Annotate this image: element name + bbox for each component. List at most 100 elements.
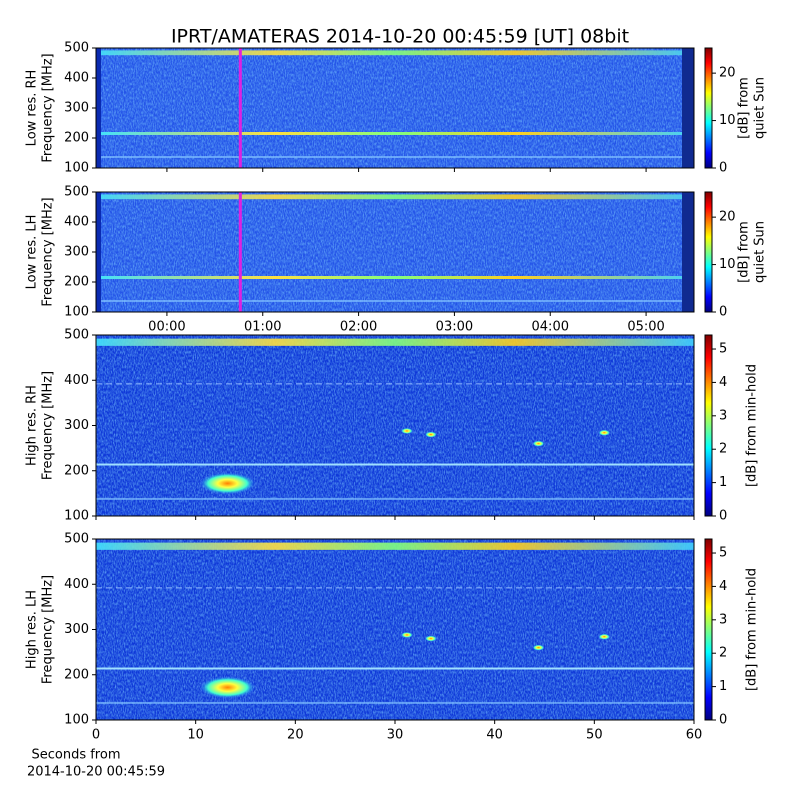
edge xyxy=(682,192,694,312)
colorbar xyxy=(704,538,713,721)
colorbar-tick-label: 1 xyxy=(719,679,727,694)
y-tick-label: 500 xyxy=(64,41,89,56)
colorbar-label: [dB] from min-hold xyxy=(745,568,760,691)
burst xyxy=(532,440,545,447)
colorbar-tick-label: 2 xyxy=(719,442,727,457)
x-tick-label: 20 xyxy=(287,728,304,743)
emission-band xyxy=(96,542,694,550)
y-tick-label: 200 xyxy=(64,667,89,682)
x-tick-label: 05:00 xyxy=(627,320,664,335)
y-tick-label: 400 xyxy=(64,577,89,592)
burst xyxy=(424,635,437,642)
x-tick-label: 00:00 xyxy=(148,320,185,335)
y-axis-label: Low res. RH xyxy=(25,70,40,147)
colorbar xyxy=(704,334,713,517)
y-tick-label: 100 xyxy=(64,509,89,524)
y-tick-label: 400 xyxy=(64,215,89,230)
colorbar-tick-label: 20 xyxy=(719,66,736,81)
title: IPRT/AMATERAS 2014-10-20 00:45:59 [UT] 0… xyxy=(171,26,629,48)
y-tick-label: 400 xyxy=(64,71,89,86)
y-tick-label: 400 xyxy=(64,373,89,388)
y-tick-label: 500 xyxy=(64,185,89,200)
spectrogram-noise xyxy=(96,48,694,168)
y-tick-label: 100 xyxy=(64,713,89,728)
y-tick-label: 500 xyxy=(64,328,89,343)
emission-band xyxy=(96,463,694,466)
emission-band xyxy=(96,701,694,704)
colorbar-tick-label: 3 xyxy=(719,408,727,423)
y-tick-label: 300 xyxy=(64,622,89,637)
y-axis-label: Frequency [MHz] xyxy=(41,575,56,684)
burst xyxy=(424,431,437,438)
y-axis-label: Frequency [MHz] xyxy=(41,53,56,162)
colorbar-label: [dB] from xyxy=(737,221,752,283)
y-axis-label: Low res. LH xyxy=(25,215,40,290)
burst xyxy=(598,429,611,436)
colorbar-label: [dB] from min-hold xyxy=(745,364,760,487)
burst xyxy=(199,676,256,699)
burst xyxy=(400,631,413,638)
x-tick-label: 0 xyxy=(92,728,100,743)
spectrogram-noise xyxy=(96,192,694,312)
y-tick-label: 500 xyxy=(64,532,89,547)
x-tick-label: 60 xyxy=(686,728,703,743)
emission-band xyxy=(96,338,694,346)
colorbar-label: [dB] from xyxy=(737,77,752,139)
emission-band xyxy=(96,276,694,279)
burst xyxy=(400,427,413,434)
colorbar-tick-label: 3 xyxy=(719,612,727,627)
colorbar-tick-label: 0 xyxy=(719,509,727,524)
x-tick-label: 02:00 xyxy=(340,320,377,335)
x-caption: Seconds from xyxy=(31,748,120,763)
burst xyxy=(598,633,611,640)
x-tick-label: 40 xyxy=(486,728,503,743)
colorbar-tick-label: 10 xyxy=(719,257,736,272)
emission-band xyxy=(96,300,694,302)
y-axis-label: Frequency [MHz] xyxy=(41,197,56,306)
emission-band xyxy=(96,132,694,135)
x-tick-label: 50 xyxy=(586,728,603,743)
colorbar-tick-label: 4 xyxy=(719,579,727,594)
colorbar xyxy=(704,191,713,313)
colorbar-tick-label: 5 xyxy=(719,342,727,357)
burst xyxy=(199,472,256,495)
edge xyxy=(96,48,101,168)
y-axis-label: Frequency [MHz] xyxy=(41,371,56,480)
emission-band xyxy=(96,156,694,158)
y-tick-label: 200 xyxy=(64,131,89,146)
colorbar-tick-label: 5 xyxy=(719,546,727,561)
colorbar-tick-label: 0 xyxy=(719,713,727,728)
x-tick-label: 03:00 xyxy=(436,320,473,335)
y-tick-label: 200 xyxy=(64,275,89,290)
x-tick-label: 30 xyxy=(387,728,404,743)
emission-band xyxy=(96,194,694,200)
edge xyxy=(682,48,694,168)
burst xyxy=(532,644,545,651)
colorbar-tick-label: 1 xyxy=(719,475,727,490)
x-tick-label: 04:00 xyxy=(532,320,569,335)
x-tick-label: 01:00 xyxy=(244,320,281,335)
colorbar xyxy=(704,47,713,169)
y-tick-label: 100 xyxy=(64,305,89,320)
y-axis-label: High res. RH xyxy=(25,385,40,466)
colorbar-label: quiet Sun xyxy=(753,77,768,139)
colorbar-tick-label: 0 xyxy=(719,161,727,176)
colorbar-label: quiet Sun xyxy=(753,221,768,283)
colorbar-tick-label: 0 xyxy=(719,305,727,320)
y-tick-label: 200 xyxy=(64,463,89,478)
spectrogram-noise xyxy=(96,539,694,720)
colorbar-tick-label: 20 xyxy=(719,210,736,225)
y-tick-label: 100 xyxy=(64,161,89,176)
x-caption: 2014-10-20 00:45:59 xyxy=(27,765,165,780)
y-tick-label: 300 xyxy=(64,418,89,433)
spectrogram-noise xyxy=(96,335,694,516)
edge xyxy=(96,192,101,312)
emission-band xyxy=(96,50,694,56)
emission-band xyxy=(96,667,694,670)
colorbar-tick-label: 10 xyxy=(719,113,736,128)
y-tick-label: 300 xyxy=(64,245,89,260)
x-tick-label: 10 xyxy=(187,728,204,743)
emission-band xyxy=(96,497,694,500)
y-axis-label: High res. LH xyxy=(25,590,40,669)
